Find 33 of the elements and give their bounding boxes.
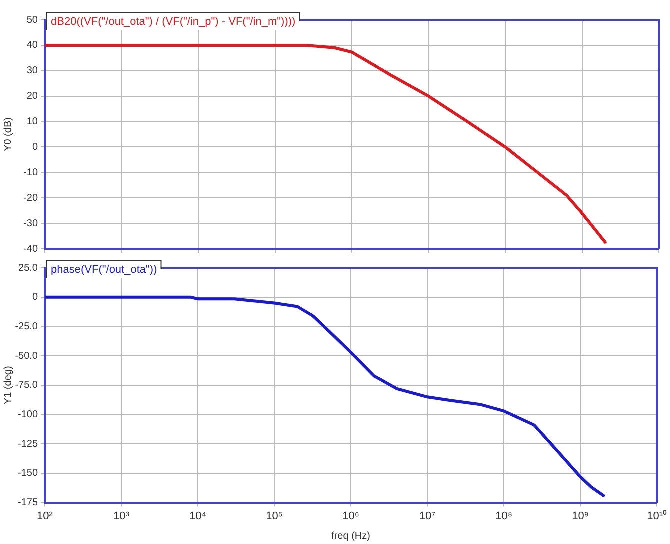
- y-tick-label: -40: [24, 244, 38, 255]
- x-tick-label: 10⁶: [342, 510, 360, 522]
- y-tick-label: 25.0: [18, 262, 38, 274]
- x-tick-label: 10⁸: [496, 510, 512, 522]
- x-tick-label: 10³: [114, 510, 130, 522]
- y-tick-label: 20: [26, 91, 38, 102]
- y-tick-label: 0: [32, 292, 38, 304]
- y-tick-label: -75.0: [15, 380, 38, 392]
- x-tick-label: 10⁵: [266, 510, 283, 522]
- y-tick-label: 10: [26, 116, 38, 128]
- x-tick-label: 10⁴: [190, 510, 207, 522]
- y-tick-label: -20: [24, 192, 38, 204]
- y-tick-label: -25.0: [15, 321, 38, 332]
- y-tick-label: -30: [24, 218, 38, 230]
- y-tick-label: -100: [18, 410, 38, 420]
- y-tick-label: 0: [32, 142, 38, 153]
- y-tick-label: 30: [26, 66, 38, 77]
- y-tick-label: -175: [18, 498, 38, 509]
- series-label: phase(VF("/out_ota")): [51, 264, 158, 276]
- x-tick-label: 10⁷: [419, 510, 436, 522]
- y-axis-title: Y0 (dB): [2, 118, 14, 152]
- x-axis-title: freq (Hz): [332, 530, 370, 542]
- y-tick-label: 50: [26, 14, 38, 26]
- y-tick-label: -125: [18, 438, 38, 450]
- x-tick-label: 10²: [37, 510, 54, 522]
- y-tick-label: -50.0: [15, 350, 38, 362]
- series-label: dB20((VF("/out_ota") / (VF("/in_p") - VF("/in_m")))): [51, 16, 296, 28]
- x-tick-label: 10⁹: [572, 510, 590, 522]
- y-tick-label: -150: [18, 468, 38, 480]
- y-axis-title: Y1 (deg): [2, 366, 14, 405]
- x-tick-label: 10¹⁰: [647, 509, 668, 522]
- y-tick-label: -10: [24, 167, 38, 178]
- y-tick-label: 40: [26, 40, 38, 52]
